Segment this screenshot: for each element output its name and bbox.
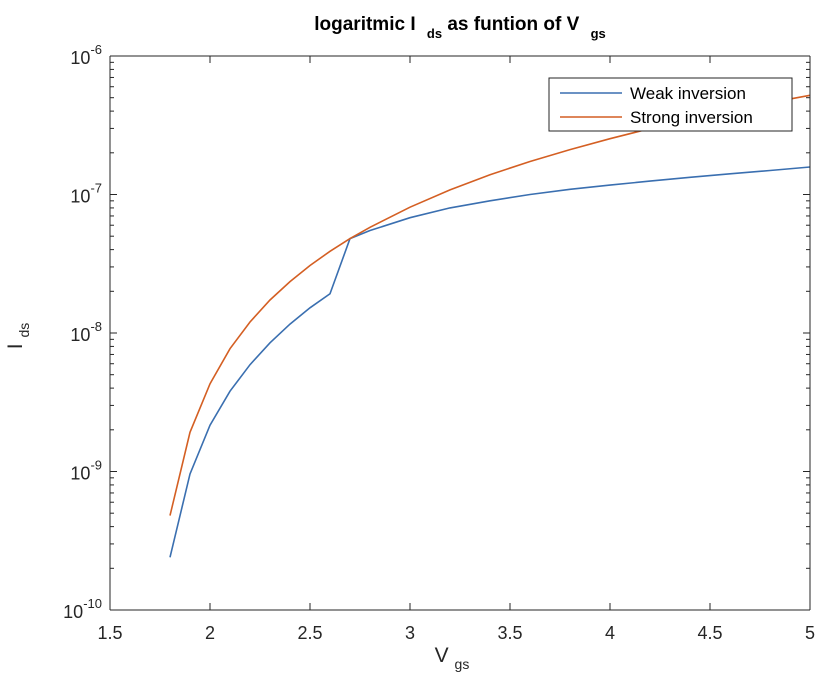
title-sub-2: gs	[591, 26, 606, 41]
y-tick-label-base: 10	[70, 48, 90, 68]
y-tick-label: 10-7	[70, 181, 102, 207]
x-axis-label-sub: gs	[455, 656, 470, 672]
y-tick-label-exponent: -10	[83, 596, 102, 611]
x-tick-label: 4	[605, 623, 615, 643]
legend-label-strong: Strong inversion	[630, 108, 753, 127]
y-tick-label-base: 10	[70, 464, 90, 484]
x-tick-label: 5	[805, 623, 815, 643]
y-axis-label-sub: ds	[16, 323, 32, 338]
y-tick-label-base: 10	[70, 325, 90, 345]
x-tick-labels: 1.5 2 2.5 3 3.5 4 4.5 5	[97, 623, 815, 643]
x-tick-label: 4.5	[697, 623, 722, 643]
x-tick-label: 2.5	[297, 623, 322, 643]
y-tick-label-base: 10	[70, 187, 90, 207]
title-sub-1: ds	[427, 26, 442, 41]
x-tick-label: 3	[405, 623, 415, 643]
x-tick-label: 1.5	[97, 623, 122, 643]
title-part-2: as funtion of V	[447, 14, 579, 35]
x-tick-label: 2	[205, 623, 215, 643]
y-tick-label-base: 10	[63, 602, 83, 622]
y-axis-label: I ds	[4, 323, 32, 349]
y-tick-label-exponent: -8	[90, 319, 102, 334]
y-tick-label-exponent: -7	[90, 181, 102, 196]
legend: Weak inversion Strong inversion	[548, 77, 793, 132]
chart-title: logaritmic I ds as funtion of V gs	[314, 14, 605, 43]
y-tick-label: 10-10	[63, 596, 102, 622]
title-part-1: logaritmic I	[314, 14, 415, 35]
y-tick-label-exponent: -6	[90, 42, 102, 57]
legend-box	[548, 77, 793, 132]
series-line-weak-inversion	[169, 166, 811, 558]
y-tick-label: 10-6	[70, 42, 102, 68]
tick-marks	[109, 55, 811, 611]
y-tick-label-exponent: -9	[90, 458, 102, 473]
x-axis-label: V gs	[435, 644, 470, 672]
x-axis-label-main: V	[435, 644, 449, 667]
plot-area	[110, 56, 810, 610]
legend-label-weak: Weak inversion	[630, 84, 746, 103]
y-tick-label: 10-9	[70, 458, 102, 484]
x-tick-label: 3.5	[497, 623, 522, 643]
y-axis-label-main: I	[4, 343, 27, 349]
y-tick-label: 10-8	[70, 319, 102, 345]
